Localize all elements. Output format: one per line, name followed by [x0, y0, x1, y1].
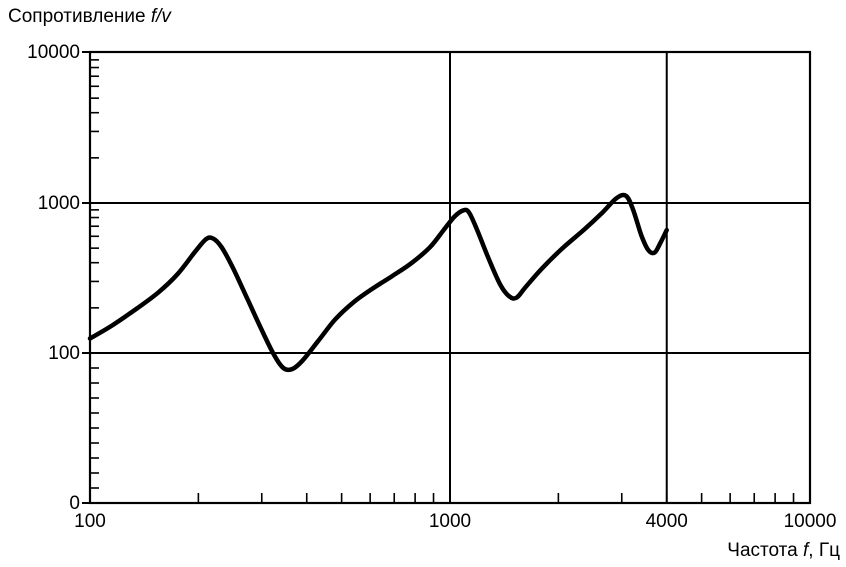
- y-tick-label: 1000: [38, 193, 80, 214]
- y-tick-label: 0: [69, 493, 80, 514]
- y-axis-label: Сопротивление f/v: [8, 6, 171, 28]
- x-axis-label-suffix: , Гц: [808, 540, 840, 561]
- x-tick-label: 1000: [429, 511, 471, 532]
- y-axis-label-prefix: Сопротивление: [8, 6, 151, 27]
- x-tick-label: 10000: [784, 511, 837, 532]
- x-axis-label-variable: f: [802, 540, 809, 561]
- y-tick-label: 100: [48, 343, 80, 364]
- x-axis-label-prefix: Частота: [727, 540, 803, 561]
- x-tick-label: 4000: [646, 511, 688, 532]
- series-line-0: [87, 192, 669, 373]
- y-axis-label-variable: f/v: [150, 6, 171, 27]
- grid: [90, 52, 810, 503]
- x-tick-label: 100: [74, 511, 106, 532]
- y-tick-label: 10000: [27, 42, 80, 63]
- series-layer: [87, 192, 669, 373]
- x-axis-label: Частота f, Гц: [727, 540, 840, 562]
